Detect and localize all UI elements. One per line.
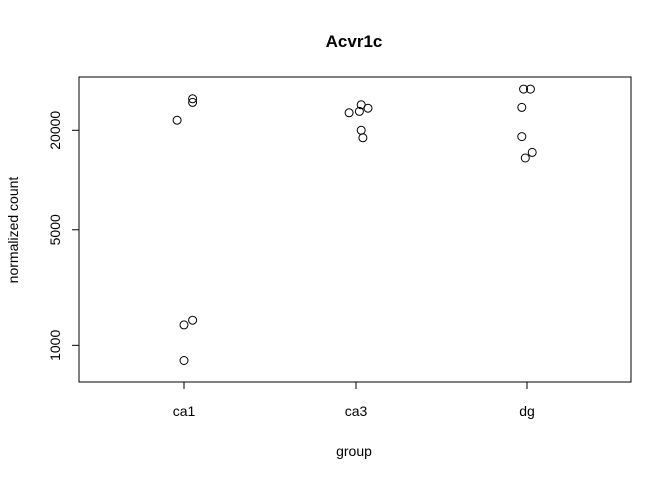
data-point-ca1-5 (179, 356, 189, 365)
y-tick-label-1000: 1000 (47, 330, 63, 361)
data-point-ca1-2 (188, 97, 198, 107)
data-point-ca3-10 (356, 125, 366, 135)
y-axis-label: normalized count (5, 177, 21, 284)
x-tick-label-dg: dg (519, 403, 535, 419)
data-point-dg-13 (525, 84, 535, 94)
x-axis-label: group (336, 443, 372, 459)
y-tick-label-5000: 5000 (47, 214, 63, 245)
x-axis: ca1 ca3 dg (173, 381, 535, 419)
data-point-dg-16 (527, 147, 537, 157)
data-point-ca3-9 (363, 103, 373, 113)
data-point-dg-15 (517, 132, 527, 142)
data-point-ca3-11 (358, 133, 368, 143)
chart-title: Acvr1c (326, 32, 383, 51)
y-axis: 1000 5000 20000 (47, 111, 80, 361)
data-points (172, 84, 537, 365)
y-tick-label-20000: 20000 (47, 111, 63, 150)
data-point-ca1-1 (188, 94, 198, 104)
x-tick-label-ca3: ca3 (345, 403, 368, 419)
data-point-ca3-7 (354, 106, 364, 116)
data-point-dg-14 (517, 102, 527, 112)
x-tick-label-ca1: ca1 (173, 403, 196, 419)
data-point-ca3-6 (344, 108, 354, 118)
data-point-ca1-3 (179, 320, 189, 330)
plot-frame (78, 76, 632, 383)
data-point-ca1-4 (188, 315, 198, 325)
data-point-dg-12 (519, 84, 529, 94)
data-point-ca1-0 (172, 115, 182, 125)
data-point-dg-17 (520, 153, 530, 163)
